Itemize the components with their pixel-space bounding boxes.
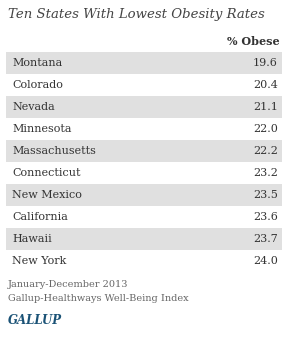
Bar: [6, 118, 282, 140]
Bar: [6, 96, 282, 118]
Text: 23.2: 23.2: [253, 168, 278, 178]
Bar: [6, 162, 282, 184]
Text: 23.5: 23.5: [253, 190, 278, 200]
Bar: [6, 250, 282, 272]
Text: New York: New York: [12, 256, 66, 266]
Text: January-December 2013: January-December 2013: [8, 280, 128, 289]
Text: Connecticut: Connecticut: [12, 168, 80, 178]
Text: Massachusetts: Massachusetts: [12, 146, 96, 156]
Text: 19.6: 19.6: [253, 58, 278, 68]
Text: Minnesota: Minnesota: [12, 124, 72, 134]
Text: 22.2: 22.2: [253, 146, 278, 156]
Bar: [6, 184, 282, 206]
Text: Ten States With Lowest Obesity Rates: Ten States With Lowest Obesity Rates: [8, 8, 265, 21]
Bar: [6, 74, 282, 96]
Text: GALLUP: GALLUP: [8, 314, 62, 327]
Text: Nevada: Nevada: [12, 102, 55, 112]
Text: Gallup-Healthways Well-Being Index: Gallup-Healthways Well-Being Index: [8, 294, 189, 303]
Text: % Obese: % Obese: [227, 36, 280, 47]
Bar: [6, 206, 282, 228]
Text: 23.7: 23.7: [253, 234, 278, 244]
Text: 22.0: 22.0: [253, 124, 278, 134]
Text: 24.0: 24.0: [253, 256, 278, 266]
Text: 20.4: 20.4: [253, 80, 278, 90]
Text: New Mexico: New Mexico: [12, 190, 82, 200]
Text: 21.1: 21.1: [253, 102, 278, 112]
Text: Colorado: Colorado: [12, 80, 63, 90]
Text: Montana: Montana: [12, 58, 62, 68]
Text: California: California: [12, 212, 68, 222]
Text: 23.6: 23.6: [253, 212, 278, 222]
Text: Hawaii: Hawaii: [12, 234, 52, 244]
Bar: [6, 52, 282, 74]
Bar: [6, 140, 282, 162]
Bar: [6, 228, 282, 250]
